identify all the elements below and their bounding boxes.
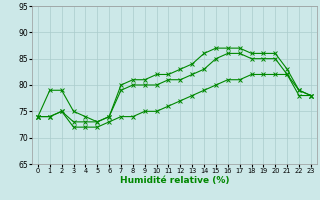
X-axis label: Humidité relative (%): Humidité relative (%)	[120, 176, 229, 185]
